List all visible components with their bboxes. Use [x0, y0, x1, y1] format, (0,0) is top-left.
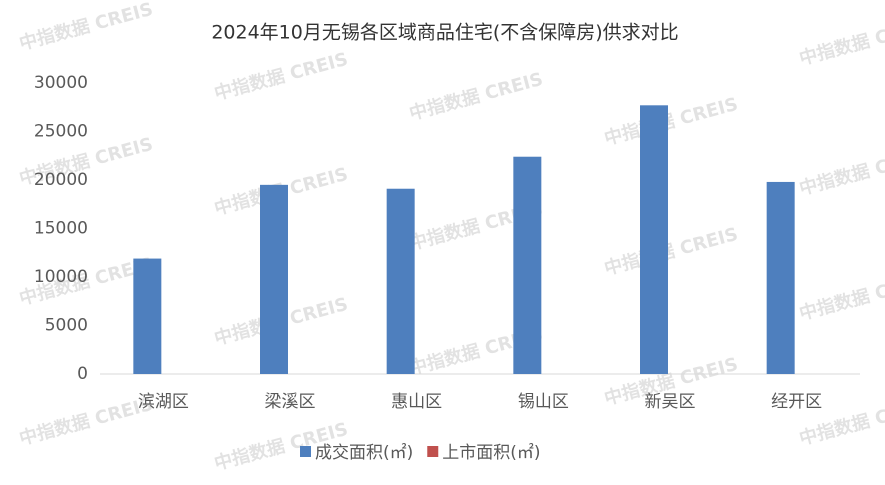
- x-tick-label: 经开区: [771, 392, 822, 412]
- legend-label: 成交面积(㎡): [315, 443, 413, 463]
- y-tick-label: 0: [77, 364, 88, 384]
- bar: [766, 181, 795, 374]
- x-tick-label: 惠山区: [391, 392, 442, 412]
- x-tick-label: 新吴区: [645, 392, 696, 412]
- watermark: 中指数据 CREIS: [797, 143, 885, 200]
- y-tick-label: 20000: [34, 170, 88, 190]
- y-tick-label: 25000: [34, 122, 88, 142]
- y-tick-label: 30000: [34, 73, 88, 93]
- chart-title: 2024年10月无锡各区域商品住宅(不含保障房)供求对比: [211, 22, 678, 44]
- y-tick-label: 5000: [45, 316, 88, 336]
- watermark: 中指数据 CREIS: [212, 48, 350, 105]
- bar: [513, 156, 542, 374]
- x-tick-label: 锡山区: [518, 392, 569, 412]
- bar: [640, 105, 668, 374]
- bar: [386, 188, 415, 374]
- watermark: 中指数据 CREIS: [17, 393, 155, 450]
- x-tick-label: 梁溪区: [265, 392, 316, 412]
- watermark: 中指数据 CREIS: [602, 223, 740, 280]
- watermark: 中指数据 CREIS: [407, 68, 545, 125]
- watermark: 中指数据 CREIS: [602, 93, 740, 150]
- legend-swatch: [427, 446, 439, 457]
- bar: [133, 258, 162, 374]
- y-tick-label: 15000: [34, 219, 88, 239]
- watermark: 中指数据 CREIS: [17, 0, 155, 55]
- watermark: 中指数据 CREIS: [797, 13, 885, 70]
- y-tick-label: 10000: [34, 267, 88, 287]
- bar: [260, 184, 288, 374]
- legend-label: 上市面积(㎡): [442, 443, 540, 463]
- x-tick-label: 滨湖区: [138, 392, 189, 412]
- watermark: 中指数据 CREIS: [797, 268, 885, 325]
- legend-swatch: [300, 446, 311, 457]
